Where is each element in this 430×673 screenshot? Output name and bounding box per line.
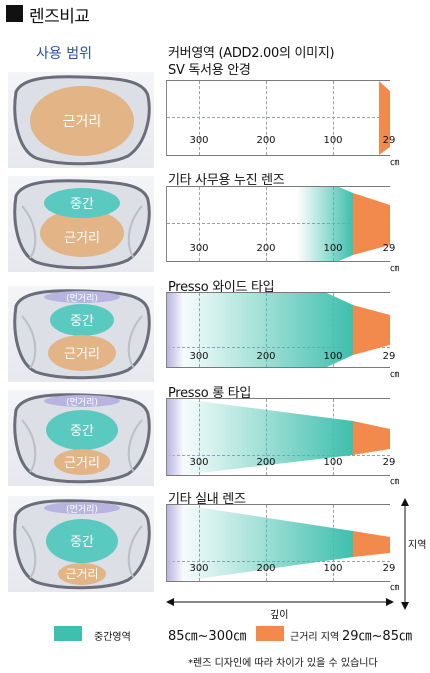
- lens-3-near-label: 근거리: [64, 347, 100, 362]
- lens-illustration-2: 중간 근거리: [8, 176, 154, 272]
- lens-4-mid-label: 중간: [70, 424, 94, 439]
- panel-4-tick-300: 300: [189, 457, 209, 468]
- panel-2-tick-29: 29: [382, 243, 396, 254]
- mid-legend-range: 85㎝~300㎝: [168, 629, 247, 644]
- lens-5-near-label: 근거리: [65, 567, 98, 581]
- panel-3-tick-29: 29: [382, 351, 396, 362]
- panel-3-tick-100: 100: [323, 351, 343, 362]
- lens-2-mid-label: 중간: [70, 197, 94, 212]
- panel-5-tick-29: 29: [382, 563, 396, 574]
- panel-4-unit: ㎝: [390, 477, 400, 487]
- row-3-title: Presso 와이드 타입: [168, 280, 275, 295]
- header-square-icon: [6, 5, 23, 22]
- range-panel-4: 300 200 100 29: [166, 398, 395, 476]
- lens-3-mid-label: 중간: [70, 314, 94, 329]
- area-axis-arrow: [401, 498, 409, 610]
- range-panel-3: 300 200 100 29: [166, 292, 395, 368]
- panel-1-tick-100: 100: [323, 135, 343, 146]
- panel-5-unit: ㎝: [390, 583, 400, 593]
- page-title: 렌즈비교: [29, 7, 90, 27]
- near-legend-label: 근거리 지역: [290, 632, 340, 643]
- panel-1-tick-300: 300: [189, 135, 209, 146]
- range-panel-5: 300 200 100 29: [166, 504, 395, 582]
- area-axis-label: 지역: [408, 540, 427, 551]
- row-5-title: 기타 실내 렌즈: [168, 492, 246, 507]
- panel-2-tick-300: 300: [189, 243, 209, 254]
- near-legend-swatch: [256, 626, 284, 641]
- usage-column-header: 사용 범위: [36, 46, 92, 62]
- panel-1-unit: ㎝: [390, 158, 400, 168]
- lens-1-near-label: 근거리: [63, 114, 102, 130]
- lens-5-far-label: (먼거리): [66, 504, 98, 515]
- panel-4-tick-200: 200: [256, 457, 276, 468]
- row-2-title: 기타 사무용 누진 렌즈: [168, 173, 285, 188]
- lens-3-far-label: (먼거리): [66, 293, 98, 304]
- panel-3-unit: ㎝: [390, 370, 400, 380]
- panel-1-tick-29: 29: [382, 135, 396, 146]
- panel-4-tick-100: 100: [323, 457, 343, 468]
- panel-2-unit: ㎝: [390, 264, 400, 274]
- footnote: *렌즈 디자인에 따라 차이가 있을 수 있습니다: [188, 658, 378, 669]
- panel-2-tick-100: 100: [323, 243, 343, 254]
- row-1-subtitle: SV 독서용 안경: [168, 63, 251, 78]
- lens-illustration-5: (먼거리) 중간 근거리: [8, 496, 154, 592]
- panel-1-tick-200: 200: [256, 135, 276, 146]
- depth-axis-label: 깊이: [270, 610, 289, 621]
- panel-3-tick-200: 200: [256, 351, 276, 362]
- panel-5-tick-300: 300: [189, 563, 209, 574]
- lens-illustration-1: 근거리: [8, 72, 154, 168]
- lens-4-far-label: (먼거리): [66, 397, 98, 408]
- lens-illustration-3: (먼거리) 중간 근거리: [8, 286, 154, 382]
- depth-axis-arrow: [166, 598, 394, 606]
- panel-5-tick-100: 100: [323, 563, 343, 574]
- panel-5-tick-200: 200: [256, 563, 276, 574]
- near-legend-range: 29㎝~85㎝: [342, 629, 412, 644]
- row-4-title: Presso 롱 타입: [168, 386, 252, 401]
- lens-4-near-label: 근거리: [64, 456, 100, 471]
- panel-3-tick-300: 300: [189, 351, 209, 362]
- range-panel-2: 300 200 100 29: [166, 186, 395, 262]
- lens-illustration-4: (먼거리) 중간 근거리: [8, 390, 154, 486]
- lens-2-near-label: 근거리: [64, 231, 100, 246]
- lens-5-mid-label: 중간: [70, 535, 94, 550]
- row-1-title: 커버영역 (ADD2.00의 이미지): [168, 46, 335, 61]
- mid-legend-swatch: [54, 626, 82, 641]
- mid-legend-label: 중간영역: [94, 632, 131, 643]
- panel-2-tick-200: 200: [256, 243, 276, 254]
- panel-4-tick-29: 29: [382, 457, 396, 468]
- range-panel-1: 300 200 100 29: [166, 80, 395, 156]
